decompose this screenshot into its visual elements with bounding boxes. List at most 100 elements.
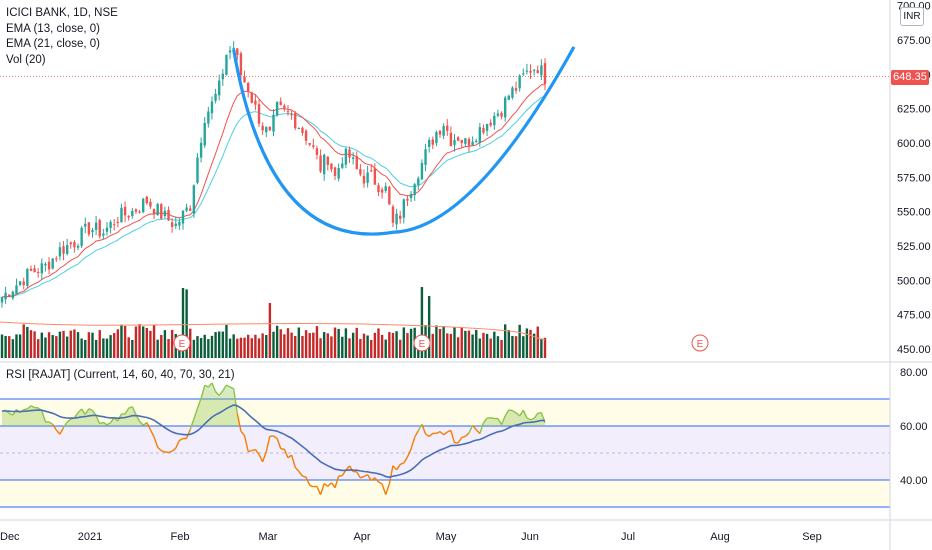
volume-bar [113, 333, 116, 358]
candle-body [507, 95, 510, 100]
rsi-segment [316, 486, 322, 495]
volume-bar [156, 339, 159, 358]
volume-bar [438, 328, 442, 358]
candle [489, 119, 492, 128]
rsi-segment [356, 471, 361, 479]
candle [189, 205, 192, 212]
candle [330, 163, 333, 173]
volume-bar [435, 325, 438, 358]
candle [138, 209, 141, 214]
volume-ma-line [0, 321, 546, 341]
symbol-label[interactable]: ICICI BANK, 1D, NSE [6, 7, 118, 19]
candle-body [373, 168, 377, 185]
candle [149, 198, 152, 209]
volume-bar [257, 338, 261, 358]
candle-body [261, 125, 264, 131]
rsi-legend[interactable]: RSI [RAJAT] (Current, 14, 60, 40, 70, 30… [6, 369, 235, 381]
vol-label[interactable]: Vol (20) [6, 53, 46, 66]
candle-body [453, 139, 456, 145]
earnings-marker-label: E [419, 339, 426, 350]
candle [199, 137, 203, 163]
rsi-segment [196, 398, 202, 409]
candle [529, 64, 532, 79]
volume-bar [69, 330, 72, 358]
rsi-segment [240, 430, 246, 437]
candle-body [543, 63, 547, 84]
candle-body [446, 125, 449, 131]
candle-body [366, 172, 369, 183]
last-price-badge: 648.35 [891, 70, 929, 85]
rsi-segment [265, 436, 271, 452]
volume-bar [123, 326, 127, 358]
candle [514, 81, 518, 94]
rsi-segment [363, 474, 368, 478]
rsi-segment [251, 448, 256, 452]
volume-bar [478, 338, 482, 358]
price-tick-label: 675.00 [897, 35, 931, 47]
candle [8, 294, 11, 298]
candle [431, 136, 434, 149]
candle [308, 142, 311, 147]
candle [420, 159, 424, 181]
rsi-segment [425, 433, 430, 437]
rsi-segment [305, 476, 311, 486]
candle [94, 215, 98, 236]
rsi-segment [515, 412, 521, 417]
candle [55, 256, 58, 263]
candle-body [333, 167, 337, 176]
candle [355, 151, 358, 170]
rsi-segment [88, 408, 93, 412]
candle-body [438, 130, 442, 135]
time-tick-label: Dec [0, 531, 20, 543]
candle [141, 197, 145, 214]
candle [275, 101, 279, 117]
ema13-label[interactable]: EMA (13, close, 0) [6, 22, 100, 35]
candle-body [4, 292, 7, 300]
rsi-segment [139, 420, 144, 426]
rsi-segment [164, 451, 169, 454]
candle [22, 277, 25, 290]
candle [399, 210, 402, 224]
candle-body [11, 291, 15, 299]
rsi-segment [512, 409, 517, 414]
volume-bar [141, 326, 145, 358]
volume-bar [214, 332, 217, 358]
candle [453, 134, 456, 152]
candle-body [87, 222, 91, 235]
candle [207, 106, 210, 128]
volume-bar [26, 326, 29, 358]
volume-bar [65, 336, 69, 358]
volume-bar [105, 338, 109, 358]
candle [47, 257, 51, 275]
candle-body [312, 145, 315, 147]
candle [373, 163, 377, 185]
rsi-segment [479, 422, 485, 434]
candle-body [189, 208, 192, 211]
candle-body [391, 206, 395, 223]
rsi-segment [84, 408, 90, 415]
candle-body [529, 70, 532, 73]
rsi-band-lower [0, 480, 890, 507]
candle [467, 137, 471, 153]
candle-body [427, 140, 431, 147]
candle-body [134, 209, 138, 212]
volume-bar [246, 334, 250, 358]
rsi-segment [207, 382, 213, 388]
volume-bar [308, 333, 311, 358]
volume-bar [471, 334, 474, 358]
volume-bar [297, 327, 301, 358]
volume-bar [366, 335, 369, 358]
candle-body [355, 156, 358, 170]
volume-bar [522, 336, 525, 358]
candle [40, 258, 44, 280]
rsi-segment [153, 436, 159, 448]
volume-bar [243, 337, 246, 358]
volume-bar [485, 333, 489, 358]
candle [152, 208, 156, 220]
currency-badge[interactable]: INR [900, 7, 924, 26]
candle-body [214, 93, 217, 101]
volume-bar [518, 324, 521, 358]
ema21-label[interactable]: EMA (21, close, 0) [6, 38, 100, 50]
price-tick-label: 450.00 [897, 344, 931, 356]
